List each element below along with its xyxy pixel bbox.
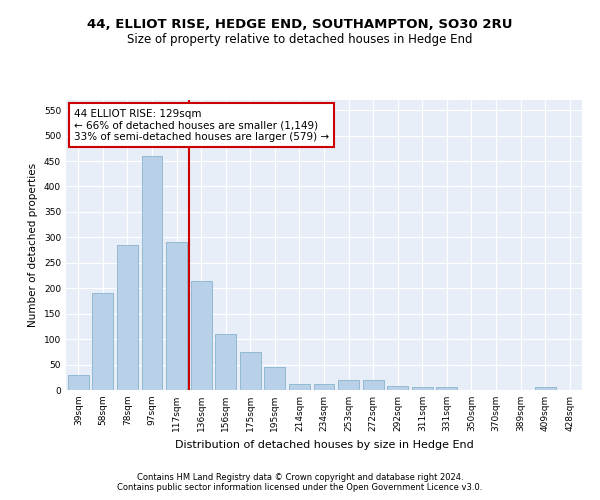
Text: 44 ELLIOT RISE: 129sqm
← 66% of detached houses are smaller (1,149)
33% of semi-: 44 ELLIOT RISE: 129sqm ← 66% of detached… <box>74 108 329 142</box>
Bar <box>142 156 163 390</box>
Bar <box>314 384 334 390</box>
Bar <box>436 388 457 390</box>
Bar <box>387 386 408 390</box>
Bar <box>412 388 433 390</box>
Text: Size of property relative to detached houses in Hedge End: Size of property relative to detached ho… <box>127 32 473 46</box>
Bar <box>68 374 89 390</box>
Text: Contains HM Land Registry data © Crown copyright and database right 2024.: Contains HM Land Registry data © Crown c… <box>137 472 463 482</box>
Bar <box>166 242 187 390</box>
Bar <box>289 384 310 390</box>
Bar <box>535 388 556 390</box>
Text: Contains public sector information licensed under the Open Government Licence v3: Contains public sector information licen… <box>118 484 482 492</box>
Bar <box>240 352 261 390</box>
Bar <box>117 245 138 390</box>
Bar <box>92 294 113 390</box>
Bar <box>362 380 383 390</box>
Bar <box>215 334 236 390</box>
Bar <box>265 366 286 390</box>
Bar <box>338 380 359 390</box>
Y-axis label: Number of detached properties: Number of detached properties <box>28 163 38 327</box>
X-axis label: Distribution of detached houses by size in Hedge End: Distribution of detached houses by size … <box>175 440 473 450</box>
Text: 44, ELLIOT RISE, HEDGE END, SOUTHAMPTON, SO30 2RU: 44, ELLIOT RISE, HEDGE END, SOUTHAMPTON,… <box>87 18 513 30</box>
Bar <box>191 280 212 390</box>
